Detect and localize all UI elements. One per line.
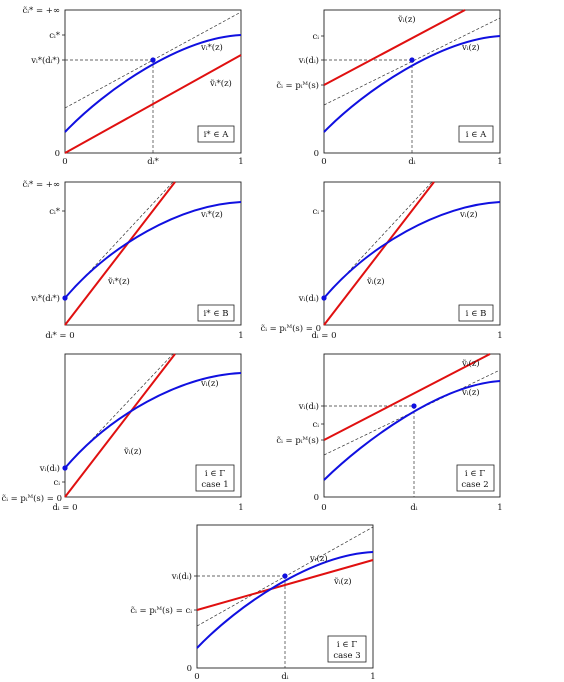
y-label-p: c̃ᵢ = pᵢᴹ(s) = 0 xyxy=(260,323,321,334)
y-label-c: cᵢ xyxy=(313,420,320,430)
x-label-left: dᵢ = 0 xyxy=(52,503,77,513)
y-label-zero: 0 xyxy=(314,493,319,503)
panel-5-frame xyxy=(64,353,242,498)
x-label-right: 1 xyxy=(370,672,375,682)
y-label-p: c̃ᵢ = pᵢᴹ(s) = 0 xyxy=(1,493,62,504)
x-label-left: 0 xyxy=(194,672,199,682)
x-label-left: dᵢ = 0 xyxy=(311,331,336,341)
case-label-line1: i ∈ Γ xyxy=(337,640,357,650)
panel-4-frame xyxy=(323,181,501,326)
tangency-point xyxy=(411,403,417,409)
x-label-mid: dᵢ xyxy=(408,157,415,167)
y-label-v: vᵢ(dᵢ) xyxy=(171,571,192,582)
curve-label-v: vᵢ(z) xyxy=(200,378,219,389)
v-curve xyxy=(64,34,242,133)
curve-label-v: vᵢ*(z) xyxy=(200,209,223,220)
case-label: i* ∈ B xyxy=(204,309,229,319)
tilde-v-line xyxy=(64,353,176,498)
v-curve xyxy=(64,372,242,469)
y-label-c: cᵢ xyxy=(313,207,320,217)
curve-label-v: vᵢ*(z) xyxy=(200,42,223,53)
tilde-v-line xyxy=(323,181,435,326)
x-label-right: 1 xyxy=(238,503,243,513)
y-label-top: c̃ᵢ* = +∞ xyxy=(23,5,60,16)
y-label-v: vᵢ(dᵢ) xyxy=(39,463,60,474)
y-label-p: c̃ᵢ = pᵢᴹ(s) = cᵢ xyxy=(130,605,192,616)
panel-2: cᵢ vᵢ(dᵢ) c̃ᵢ = pᵢᴹ(s) 0 0 dᵢ 1 vᵢ(z) ṽᵢ… xyxy=(276,9,503,167)
case-label-line1: i ∈ Γ xyxy=(205,469,225,479)
tangency-point xyxy=(409,57,415,63)
tangency-point xyxy=(321,295,327,301)
v-curve xyxy=(64,201,242,299)
tilde-v-line xyxy=(64,181,176,326)
case-label: i ∈ A xyxy=(466,130,487,140)
case-label-line2: case 3 xyxy=(333,651,360,661)
v-curve xyxy=(196,551,374,649)
y-label-v: vᵢ*(dᵢ*) xyxy=(30,293,60,304)
x-label-mid: dᵢ xyxy=(410,503,417,513)
v-curve xyxy=(323,35,501,133)
v-curve xyxy=(323,380,501,481)
v-curve xyxy=(323,201,501,299)
case-label-line2: case 1 xyxy=(201,480,228,490)
panel-4: cᵢ vᵢ(dᵢ) c̃ᵢ = pᵢᴹ(s) = 0 dᵢ = 0 1 vᵢ(z… xyxy=(260,181,503,341)
curve-label-vt: ṽᵢ(z) xyxy=(461,358,480,369)
curve-label-vt: ṽᵢ*(z) xyxy=(209,78,232,89)
x-label-left: 0 xyxy=(321,157,326,167)
y-label-v: vᵢ*(dᵢ*) xyxy=(30,55,60,66)
y-label-c: cᵢ xyxy=(313,32,320,42)
curve-label-v: vᵢ(z) xyxy=(461,42,480,53)
x-label-right: 1 xyxy=(497,331,502,341)
panel-6-frame xyxy=(323,353,501,498)
panel-1: c̃ᵢ* = +∞ cᵢ* vᵢ*(dᵢ*) 0 0 dᵢ* 1 vᵢ*(z) … xyxy=(23,5,244,167)
y-label-top: c̃ᵢ* = +∞ xyxy=(23,179,60,190)
y-label-v: vᵢ(dᵢ) xyxy=(298,401,319,412)
tilde-v-line xyxy=(323,353,491,441)
y-label-v: vᵢ(dᵢ) xyxy=(298,293,319,304)
x-label-left: dᵢ* = 0 xyxy=(45,331,74,341)
curve-label-vt: ṽᵢ(z) xyxy=(123,446,142,457)
tangency-point xyxy=(150,57,156,63)
x-label-mid: dᵢ* xyxy=(147,157,159,167)
panel-3-frame xyxy=(64,181,242,326)
curve-label-vt: ṽᵢ(z) xyxy=(397,14,416,25)
curve-label-vt: ṽᵢ(z) xyxy=(333,576,352,587)
panel-3: c̃ᵢ* = +∞ cᵢ* vᵢ*(dᵢ*) dᵢ* = 0 1 vᵢ*(z) … xyxy=(23,179,244,341)
x-label-left: 0 xyxy=(321,503,326,513)
panel-5: vᵢ(dᵢ) cᵢ c̃ᵢ = pᵢᴹ(s) = 0 dᵢ = 0 1 vᵢ(z… xyxy=(1,353,244,513)
case-label: i ∈ B xyxy=(466,309,487,319)
y-label-p: c̃ᵢ = pᵢᴹ(s) xyxy=(276,435,319,446)
y-label-c: cᵢ* xyxy=(49,31,60,41)
curve-label-vt: ṽᵢ(z) xyxy=(366,276,385,287)
curve-label-v: vᵢ(z) xyxy=(461,387,480,398)
tangency-point xyxy=(62,465,68,471)
panel-6: vᵢ(dᵢ) cᵢ c̃ᵢ = pᵢᴹ(s) 0 0 dᵢ 1 vᵢ(z) ṽᵢ… xyxy=(276,353,503,513)
curve-label-v: vᵢ(z) xyxy=(459,209,478,220)
y-label-v: vᵢ(dᵢ) xyxy=(298,55,319,66)
curve-label-v: vᵢ(z) xyxy=(309,553,328,564)
x-label-right: 1 xyxy=(238,331,243,341)
tangency-point xyxy=(282,573,288,579)
case-label-line1: i ∈ Γ xyxy=(465,469,485,479)
curve-label-vt: ṽᵢ*(z) xyxy=(107,276,130,287)
y-label-zero: 0 xyxy=(55,149,60,159)
tilde-v-line xyxy=(196,559,374,611)
y-label-zero: 0 xyxy=(314,149,319,159)
panel-7: vᵢ(dᵢ) c̃ᵢ = pᵢᴹ(s) = cᵢ 0 0 dᵢ 1 vᵢ(z) … xyxy=(130,524,376,682)
x-label-left: 0 xyxy=(62,157,67,167)
x-label-right: 1 xyxy=(497,157,502,167)
y-label-p: c̃ᵢ = pᵢᴹ(s) xyxy=(276,80,319,91)
y-label-c: cᵢ xyxy=(54,478,61,488)
case-label-line2: case 2 xyxy=(461,480,488,490)
case-label: i* ∈ A xyxy=(204,130,230,140)
y-label-c: cᵢ* xyxy=(49,207,60,217)
x-label-mid: dᵢ xyxy=(281,672,288,682)
x-label-right: 1 xyxy=(238,157,243,167)
x-label-right: 1 xyxy=(497,503,502,513)
y-label-zero: 0 xyxy=(187,664,192,674)
tangency-point xyxy=(62,295,68,301)
tilde-v-line xyxy=(323,9,466,86)
tilde-v-line xyxy=(64,54,242,154)
